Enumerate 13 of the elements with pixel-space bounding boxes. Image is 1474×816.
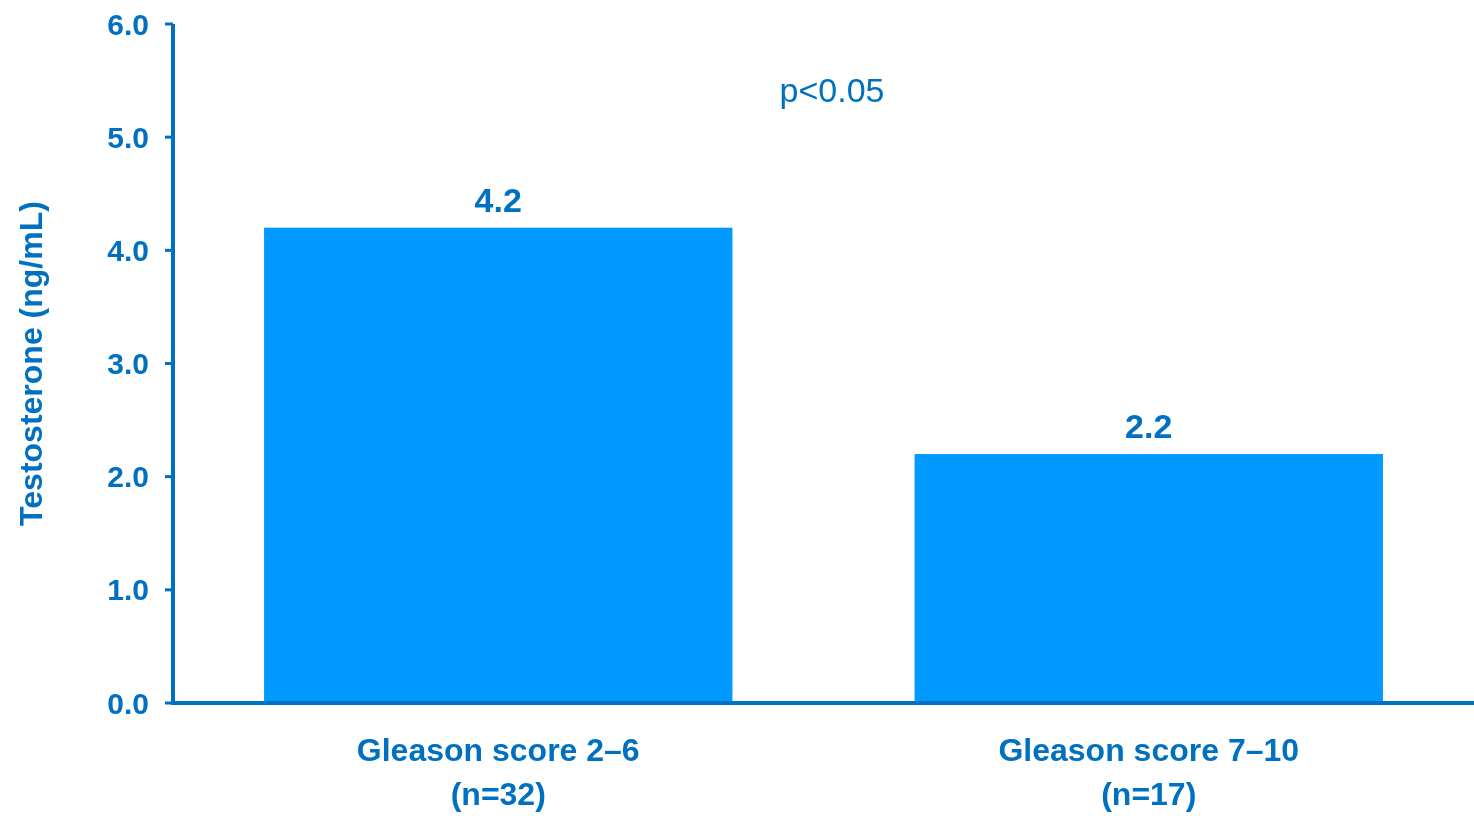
data-label: 2.2 [1125,407,1173,446]
y-tick-label: 1.0 [107,573,149,607]
annotation: p<0.05 [779,71,885,109]
y-tick-label: 5.0 [107,120,149,154]
x-tick-label: Gleason score 2–6 (n=32) [356,732,640,812]
y-tick-label: 2.0 [107,460,149,494]
y-tick-label: 0.0 [107,686,149,720]
y-axis-title: Testosterone (ng/mL) [13,201,49,526]
y-tick-label: 4.0 [107,233,149,267]
data-label: 4.2 [474,180,522,219]
x-tick-label: Gleason score 7–10 (n=17) [998,732,1300,812]
y-tick-label: 3.0 [107,347,149,380]
y-tick-label: 6.0 [107,7,149,41]
